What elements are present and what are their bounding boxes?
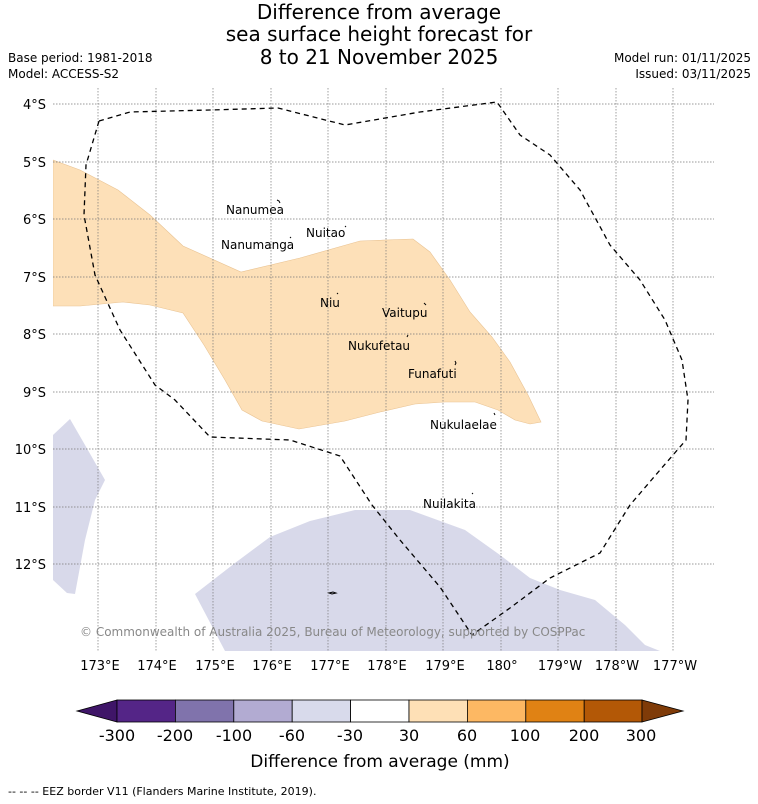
colorbar-tick: 300 [626, 726, 657, 745]
lon-label-173e: 173°E [80, 659, 120, 674]
colorbar-bin [233, 699, 293, 723]
place-label-nukufetau: Nukufetau [348, 339, 410, 353]
positive-anomaly-region [53, 159, 542, 430]
issued-label: Issued: 03/11/2025 [635, 67, 751, 81]
place-label-nuilakita: Nuilakita [423, 497, 476, 511]
lon-label-178w: 178°W [595, 659, 639, 674]
lon-label-176e: 176°E [252, 659, 292, 674]
eez-border-legend: -- -- -- EEZ border V11 (Flanders Marine… [8, 785, 317, 798]
colorbar-bin [350, 699, 410, 723]
lon-label-178e: 178°E [367, 659, 407, 674]
graticule [53, 88, 714, 651]
lat-label-12s: 12°S [15, 558, 46, 573]
lon-label-177w: 177°W [653, 659, 697, 674]
colorbar-tick: -200 [157, 726, 193, 745]
map-title-line-2: sea surface height forecast for [225, 22, 533, 46]
lat-label-4s: 4°S [23, 98, 46, 113]
place-label-nuitao: Nuitao [306, 226, 345, 240]
map-title-line-1: Difference from average [256, 0, 502, 24]
colorbar-tick: 30 [399, 726, 419, 745]
colorbar-bin [583, 699, 643, 723]
negative-anomaly-region-south [195, 510, 660, 651]
lat-label-9s: 9°S [23, 386, 46, 401]
colorbar-bin [291, 699, 352, 723]
island-markers [276, 199, 496, 595]
place-label-funafuti: Funafuti [408, 367, 457, 381]
colorbar-bin [525, 699, 585, 723]
colorbar-bin [466, 699, 527, 723]
colorbar-bin [174, 699, 235, 723]
place-label-niu: Niu [320, 296, 340, 310]
colorbar-tick: 60 [457, 726, 477, 745]
base-period-label: Base period: 1981-2018 [8, 51, 153, 65]
map-title-line-3: 8 to 21 November 2025 [259, 45, 499, 69]
eez-border [83, 101, 689, 636]
colorbar-bin [116, 699, 176, 723]
lat-label-5s: 5°S [23, 156, 46, 171]
lon-label-180: 180° [486, 659, 517, 674]
place-label-nanumanga: Nanumanga [221, 238, 294, 252]
lon-label-179e: 179°E [425, 659, 465, 674]
colorbar-extend-low [75, 699, 118, 723]
colorbar-tick: -30 [337, 726, 363, 745]
lon-label-175e: 175°E [195, 659, 235, 674]
place-label-nukulaelae: Nukulaelae [430, 418, 497, 432]
lat-label-8s: 8°S [23, 328, 46, 343]
colorbar-tick: 200 [569, 726, 600, 745]
place-label-vaitupu: Vaitupu [382, 306, 428, 320]
copyright-notice: © Commonwealth of Australia 2025, Bureau… [80, 625, 585, 639]
anomaly-layer [53, 159, 660, 651]
colorbar-bin [408, 699, 468, 723]
model-run-label: Model run: 01/11/2025 [613, 51, 751, 65]
colorbar-extend-high [641, 699, 685, 723]
lat-label-10s: 10°S [15, 443, 46, 458]
colorbar-tick: 100 [510, 726, 541, 745]
colorbar-title: Difference from average (mm) [250, 752, 509, 772]
lon-label-179w: 179°W [538, 659, 582, 674]
model-label: Model: ACCESS-S2 [8, 67, 120, 81]
lon-label-174e: 174°E [137, 659, 177, 674]
colorbar-tick: -60 [279, 726, 305, 745]
colorbar-tick: -300 [99, 726, 135, 745]
lat-label-11s: 11°S [15, 501, 46, 516]
lat-label-6s: 6°S [23, 213, 46, 228]
lon-label-177e: 177°E [310, 659, 350, 674]
place-label-nanumea: Nanumea [226, 203, 284, 217]
colorbar [75, 699, 685, 723]
negative-anomaly-region-west [53, 419, 105, 594]
colorbar-tick: -100 [216, 726, 252, 745]
lat-label-7s: 7°S [23, 271, 46, 286]
